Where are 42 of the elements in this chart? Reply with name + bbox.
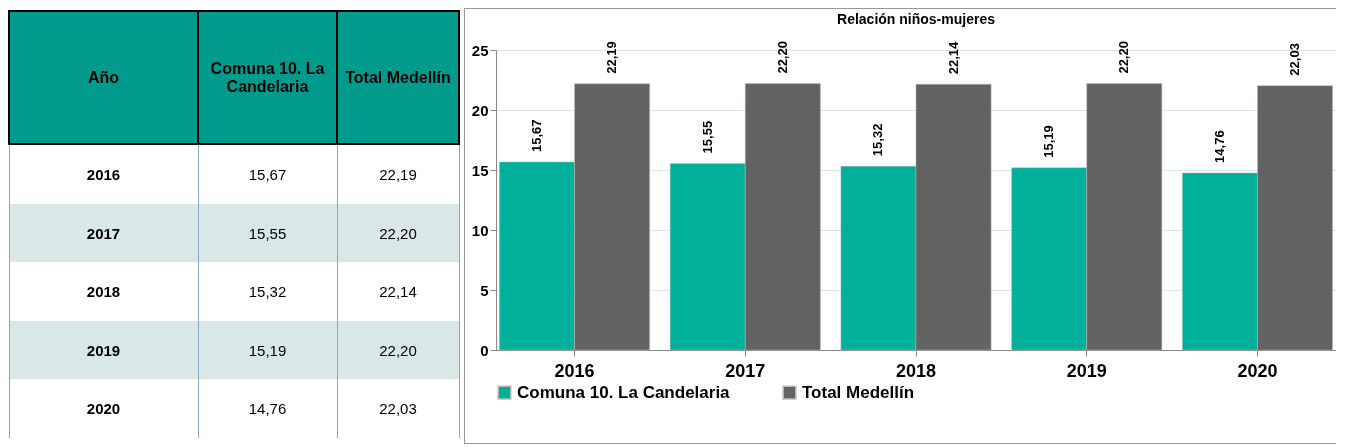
data-label: 15,19 [1041, 125, 1057, 158]
category-label: 2020 [86, 400, 121, 418]
y-tick-label: 20 [471, 101, 489, 119]
x-tick-label: 2020 [1237, 360, 1278, 381]
text: 15,67 [248, 166, 287, 183]
x-tick-label: 2018 [895, 360, 937, 381]
data-label: 15,55 [699, 120, 715, 154]
chart-title: Relación niños-mujeres [837, 11, 996, 28]
data-label: 14,76 [1211, 130, 1227, 163]
category-label: 2017 [86, 224, 121, 242]
text: 22,19 [379, 166, 417, 183]
x-tick-label: 2016 [554, 360, 595, 381]
legend-label: Comuna 10. La Candelaria [517, 382, 731, 402]
category-label: 2016 [86, 166, 121, 183]
text: Comuna 10. La Candelaria [210, 59, 325, 95]
y-tick-label: 25 [471, 41, 489, 59]
data-label: 22,20 [1116, 41, 1132, 74]
data-label: 15,32 [870, 123, 886, 157]
text: 22,20 [379, 224, 417, 242]
x-tick-label: 2017 [725, 360, 766, 381]
legend-label: Total Medellín [802, 382, 915, 402]
y-tick-label: 10 [471, 221, 489, 239]
y-tick-label: 0 [480, 341, 489, 359]
data-label: 22,19 [604, 41, 620, 74]
data-label: 22,03 [1287, 43, 1303, 76]
text: 15,19 [248, 341, 287, 359]
text: 22,14 [379, 283, 417, 301]
data-label: 22,20 [774, 41, 790, 74]
data-label: 22,14 [945, 41, 961, 75]
text: 15,55 [248, 224, 287, 242]
category-label: 2019 [86, 341, 121, 359]
text: Año [9, 11, 198, 145]
text: 14,76 [248, 400, 287, 418]
y-tick-label: 15 [471, 161, 489, 179]
x-tick-label: 2019 [1066, 360, 1107, 381]
category-label: 2018 [86, 283, 121, 301]
text: Total Medellín [345, 68, 451, 86]
text: 22,20 [379, 341, 417, 359]
y-tick-label: 5 [480, 281, 489, 299]
text: 15,32 [248, 283, 287, 301]
text: 22,03 [379, 400, 417, 418]
data-label: 15,67 [528, 119, 544, 152]
